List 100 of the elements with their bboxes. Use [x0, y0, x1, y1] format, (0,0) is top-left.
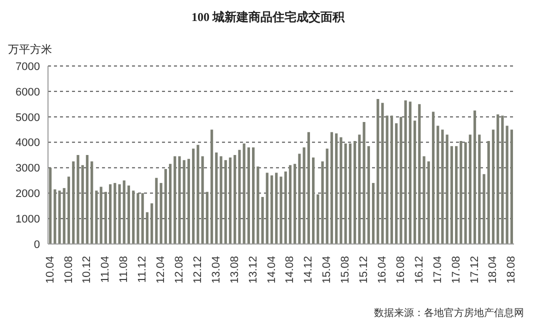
bar: [413, 120, 416, 244]
x-tick-label: 11.04: [100, 256, 112, 283]
bar: [224, 160, 227, 244]
y-tick-label: 0: [34, 238, 40, 251]
bar: [86, 155, 89, 244]
bar: [256, 166, 260, 244]
y-tick-label: 7000: [16, 60, 40, 73]
x-tick-label: 17.08: [450, 256, 462, 284]
x-tick-label: 15.04: [321, 256, 334, 284]
bar: [294, 164, 296, 244]
x-tick-label: 13.04: [210, 256, 222, 284]
bar: [381, 102, 384, 244]
bar: [390, 116, 394, 244]
bar: [114, 182, 116, 244]
bar: [104, 192, 107, 244]
x-tick-label: 10.12: [81, 256, 94, 284]
bar: [450, 146, 454, 244]
bar: [160, 182, 162, 244]
bar: [455, 146, 458, 244]
bar: [395, 123, 398, 244]
bar: [354, 141, 356, 244]
x-tick-label: 11.08: [118, 256, 130, 283]
y-tick-label: 1000: [16, 213, 40, 226]
bar: [367, 146, 370, 244]
bar: [127, 186, 130, 244]
bar: [362, 122, 366, 244]
bar: [49, 168, 52, 244]
x-tick-label: 11.12: [136, 256, 149, 283]
chart-title: 100 城新建商品住宅成交面积: [190, 9, 346, 26]
bar: [58, 190, 61, 244]
bar: [340, 137, 342, 244]
bar: [348, 144, 352, 244]
bar: [288, 165, 292, 244]
bar: [330, 132, 334, 244]
bar: [506, 126, 508, 244]
bar: [464, 142, 467, 244]
bar: [122, 180, 126, 244]
bar: [164, 168, 167, 244]
bar: [478, 134, 481, 244]
y-tick-label: 3000: [16, 162, 40, 175]
y-tick-label: 6000: [16, 86, 40, 98]
bar: [496, 114, 500, 244]
bar: [132, 190, 135, 244]
bar: [108, 184, 112, 244]
bar: [192, 148, 195, 244]
bar: [141, 193, 144, 244]
bar: [460, 141, 462, 244]
y-tick-label: 4000: [16, 137, 40, 150]
bar: [492, 130, 495, 244]
bar: [155, 178, 158, 244]
bar: [298, 154, 301, 244]
x-tick-label: 12.04: [155, 256, 168, 284]
bar: [408, 102, 412, 244]
bar: [234, 155, 236, 244]
x-tick-label: 12.08: [173, 256, 186, 284]
bar: [335, 133, 338, 244]
bar: [270, 175, 274, 244]
bar: [201, 156, 204, 244]
bar: [321, 161, 324, 244]
bar: [316, 194, 320, 244]
bar: [376, 99, 380, 244]
bar: [118, 184, 121, 244]
bar: [215, 152, 218, 244]
bar: [510, 130, 513, 244]
bar: [372, 182, 375, 244]
y-tick-label: 5000: [16, 112, 40, 124]
bar: [266, 172, 268, 244]
bar: [146, 212, 148, 244]
x-tick-label: 14.04: [266, 256, 278, 284]
x-tick-label: 16.08: [394, 256, 407, 284]
y-tick-label: 2000: [16, 188, 40, 200]
bar: [441, 130, 444, 244]
bar: [67, 176, 70, 244]
bar: [168, 164, 172, 244]
y-axis-title: 万平方米: [8, 42, 52, 57]
bar: [422, 156, 426, 244]
bar: [242, 144, 246, 244]
bar: [62, 188, 66, 244]
bar: [400, 116, 402, 244]
x-tick-label: 12.12: [192, 256, 204, 284]
bar: [432, 112, 435, 244]
bar: [326, 148, 328, 244]
bar: [76, 155, 80, 244]
bar: [487, 141, 490, 244]
bar: [358, 134, 361, 244]
bar: [206, 192, 208, 244]
bar: [178, 156, 181, 244]
bar: [95, 190, 98, 244]
bar: [468, 134, 472, 244]
bar: [275, 172, 278, 244]
bar: [150, 203, 154, 244]
x-tick-label: 17.12: [468, 256, 481, 284]
bar: [473, 110, 476, 244]
bar: [196, 144, 200, 244]
bar: [446, 134, 448, 244]
bar: [312, 158, 315, 244]
bar: [238, 150, 241, 244]
x-tick-label: 13.12: [247, 256, 260, 284]
bar: [228, 158, 232, 244]
x-tick-label: 18.08: [506, 256, 518, 284]
